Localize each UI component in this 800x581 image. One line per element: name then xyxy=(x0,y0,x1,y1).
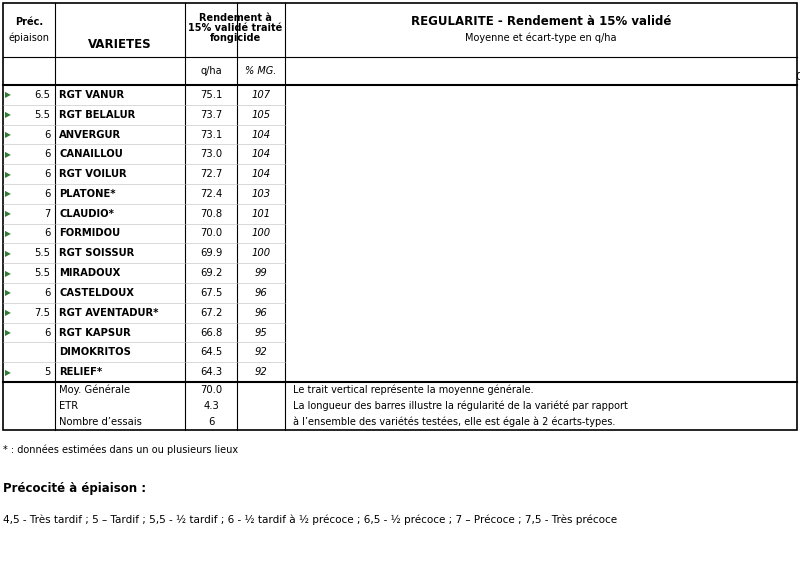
Text: 104: 104 xyxy=(251,130,270,139)
Text: CASTELDOUX: CASTELDOUX xyxy=(59,288,134,298)
Text: ▶: ▶ xyxy=(5,209,10,218)
Text: épiaison: épiaison xyxy=(9,33,50,43)
Text: 6.5: 6.5 xyxy=(34,90,50,100)
Text: * : données estimées dans un ou plusieurs lieux: * : données estimées dans un ou plusieur… xyxy=(3,444,238,455)
Text: CANAILLOU: CANAILLOU xyxy=(59,149,122,159)
Text: fongicide: fongicide xyxy=(210,33,261,43)
Text: ▶: ▶ xyxy=(5,110,10,119)
Text: FORMIDOU: FORMIDOU xyxy=(59,228,120,238)
Text: 96: 96 xyxy=(254,308,267,318)
Text: 72.4: 72.4 xyxy=(200,189,222,199)
Text: 70.8: 70.8 xyxy=(200,209,222,218)
Text: Précocité à épiaison :: Précocité à épiaison : xyxy=(3,482,146,495)
Text: 6: 6 xyxy=(44,189,50,199)
Text: 73.7: 73.7 xyxy=(200,110,222,120)
Text: CLAUDIO*: CLAUDIO* xyxy=(59,209,114,218)
Text: 69.2: 69.2 xyxy=(200,268,222,278)
Text: 15% validé traité: 15% validé traité xyxy=(188,23,282,33)
Text: ▶: ▶ xyxy=(5,91,10,99)
Text: ▶: ▶ xyxy=(5,308,10,317)
Text: 64.5: 64.5 xyxy=(200,347,222,357)
Text: 73.1: 73.1 xyxy=(200,130,222,139)
Text: 107: 107 xyxy=(251,90,270,100)
Text: ▶: ▶ xyxy=(5,268,10,278)
Text: MIRADOUX: MIRADOUX xyxy=(59,268,120,278)
Text: à l’ensemble des variétés testées, elle est égale à 2 écarts-types.: à l’ensemble des variétés testées, elle … xyxy=(293,417,615,427)
Text: % MG.: % MG. xyxy=(246,66,277,76)
Text: ▶: ▶ xyxy=(5,368,10,376)
Text: ▶: ▶ xyxy=(5,229,10,238)
Text: 104: 104 xyxy=(251,169,270,179)
Text: RGT KAPSUR: RGT KAPSUR xyxy=(59,328,130,338)
Text: 105: 105 xyxy=(251,110,270,120)
Text: 104: 104 xyxy=(251,149,270,159)
Text: Rendement à: Rendement à xyxy=(198,13,271,23)
Text: RGT BELALUR: RGT BELALUR xyxy=(59,110,135,120)
Text: REGULARITE - Rendement à 15% validé: REGULARITE - Rendement à 15% validé xyxy=(411,15,671,28)
Text: 6: 6 xyxy=(44,328,50,338)
Text: 75.1: 75.1 xyxy=(200,90,222,100)
Text: ▶: ▶ xyxy=(5,328,10,337)
Text: ETR: ETR xyxy=(59,401,78,411)
Text: 4.3: 4.3 xyxy=(203,401,219,411)
Text: 66.8: 66.8 xyxy=(200,328,222,338)
Text: 100: 100 xyxy=(251,228,270,238)
Text: VARIETES: VARIETES xyxy=(88,38,152,51)
Text: 5: 5 xyxy=(44,367,50,377)
Text: 92: 92 xyxy=(254,347,267,357)
Text: 67.2: 67.2 xyxy=(200,308,222,318)
Text: 5.5: 5.5 xyxy=(34,110,50,120)
Text: 6: 6 xyxy=(44,169,50,179)
Text: 6: 6 xyxy=(44,130,50,139)
Text: ▶: ▶ xyxy=(5,150,10,159)
Text: 70.0: 70.0 xyxy=(200,228,222,238)
Text: 7.5: 7.5 xyxy=(34,308,50,318)
Text: 72.7: 72.7 xyxy=(200,169,222,179)
Text: 100: 100 xyxy=(251,248,270,259)
Text: 101: 101 xyxy=(251,209,270,218)
Text: 6: 6 xyxy=(44,228,50,238)
Text: 7: 7 xyxy=(44,209,50,218)
Text: Moy. Générale: Moy. Générale xyxy=(59,385,130,395)
Text: 99: 99 xyxy=(254,268,267,278)
Text: ▶: ▶ xyxy=(5,249,10,258)
Text: DIMOKRITOS: DIMOKRITOS xyxy=(59,347,131,357)
Text: 6: 6 xyxy=(208,417,214,427)
Text: 92: 92 xyxy=(254,367,267,377)
Text: 6: 6 xyxy=(44,288,50,298)
Text: RGT VANUR: RGT VANUR xyxy=(59,90,124,100)
Text: 70.0: 70.0 xyxy=(200,385,222,395)
Text: RGT AVENTADUR*: RGT AVENTADUR* xyxy=(59,308,158,318)
Text: 67.5: 67.5 xyxy=(200,288,222,298)
Text: Préc.: Préc. xyxy=(15,17,43,27)
Text: Le trait vertical représente la moyenne générale.: Le trait vertical représente la moyenne … xyxy=(293,385,534,395)
Text: 95: 95 xyxy=(254,328,267,338)
Text: La longueur des barres illustre la régularité de la variété par rapport: La longueur des barres illustre la régul… xyxy=(293,401,628,411)
Text: PLATONE*: PLATONE* xyxy=(59,189,116,199)
Text: ▶: ▶ xyxy=(5,288,10,297)
Text: 6: 6 xyxy=(44,149,50,159)
Text: ▶: ▶ xyxy=(5,170,10,178)
Text: 4,5 - Très tardif ; 5 – Tardif ; 5,5 - ½ tardif ; 6 - ½ tardif à ½ précoce ; 6,5: 4,5 - Très tardif ; 5 – Tardif ; 5,5 - ½… xyxy=(3,514,617,525)
Text: 73.0: 73.0 xyxy=(200,149,222,159)
Text: Nombre d’essais: Nombre d’essais xyxy=(59,417,142,427)
Text: 96: 96 xyxy=(254,288,267,298)
Text: ANVERGUR: ANVERGUR xyxy=(59,130,121,139)
Text: RGT VOILUR: RGT VOILUR xyxy=(59,169,126,179)
Text: 69.9: 69.9 xyxy=(200,248,222,259)
Text: Moyenne et écart-type en q/ha: Moyenne et écart-type en q/ha xyxy=(466,33,617,43)
Text: 64.3: 64.3 xyxy=(200,367,222,377)
Text: q/ha: q/ha xyxy=(200,66,222,76)
Text: RGT SOISSUR: RGT SOISSUR xyxy=(59,248,134,259)
Text: 103: 103 xyxy=(251,189,270,199)
Text: ▶: ▶ xyxy=(5,189,10,198)
Text: 5.5: 5.5 xyxy=(34,248,50,259)
Text: ▶: ▶ xyxy=(5,130,10,139)
Text: RELIEF*: RELIEF* xyxy=(59,367,102,377)
Text: 5.5: 5.5 xyxy=(34,268,50,278)
